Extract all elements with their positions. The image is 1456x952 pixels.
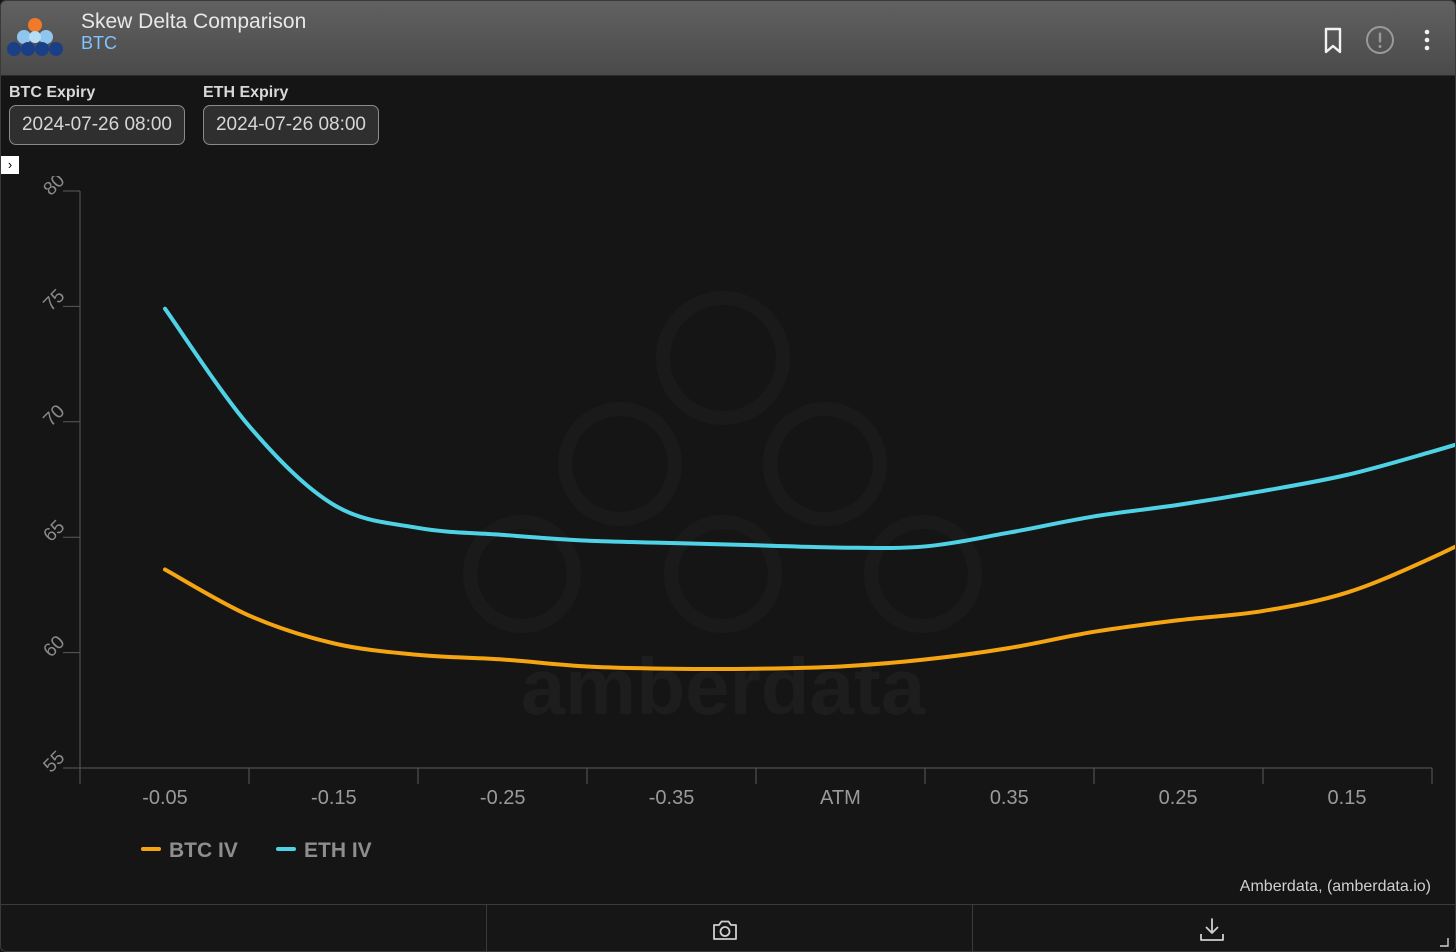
watermark-logo [463,291,982,633]
watermark-circle [656,291,790,425]
x-tick-label: 0.15 [1328,787,1367,809]
x-tick-label: ATM [820,787,861,809]
eth-expiry-label: ETH Expiry [203,84,289,101]
legend-label-eth: ETH IV [304,839,372,862]
page-subtitle: BTC [81,33,117,53]
bottom-toolbar [1,904,1455,951]
expiry-controls: BTC Expiry 2024-07-26 08:00 ETH Expiry 2… [1,79,1455,159]
legend-item-btc-iv[interactable]: BTC IV [141,839,238,863]
watermark-circle [558,402,682,526]
bottom-cell-screenshot [487,905,973,951]
x-tick-label: -0.25 [480,787,526,809]
skew-line-chart: amberdata 55 60 65 70 75 80 -0.05 -0.15 -0.25 -0.3… [40,176,1455,809]
title-bar: Skew Delta Comparison BTC [1,1,1455,76]
watermark-circle [864,515,982,633]
btc-expiry-select[interactable]: 2024-07-26 08:00 [9,105,185,145]
watermark-circle [763,402,887,526]
bottom-cell-empty [1,905,487,951]
btc-expiry-label: BTC Expiry [9,84,96,101]
watermark-circle [664,515,782,633]
y-tick-label: 55 [40,747,70,777]
x-tick-label: -0.35 [649,787,695,809]
bookmark-icon[interactable] [1318,25,1348,55]
x-tick-label: 0.35 [990,787,1029,809]
eth-expiry-select[interactable]: 2024-07-26 08:00 [203,105,379,145]
chevron-right-icon[interactable]: › [1,156,19,174]
series-line-eth-iv [163,306,1455,551]
y-tick-label: 75 [40,286,70,316]
amberdata-logo [7,18,63,56]
data-credit: Amberdata, (amberdata.io) [1239,878,1431,895]
legend-swatch-eth [276,847,296,852]
x-tick-label: -0.05 [142,787,188,809]
legend-label-btc: BTC IV [169,839,238,862]
more-vertical-icon[interactable] [1412,25,1442,55]
bottom-cell-download [973,905,1455,951]
legend-swatch-btc [141,847,161,852]
watermark-text: amberdata [521,642,926,731]
watermark-circle [463,515,581,633]
x-tick-label: -0.15 [311,787,357,809]
y-tick-label: 80 [40,176,70,200]
x-tick-label: 0.25 [1159,787,1198,809]
y-tick-label: 65 [40,516,70,546]
camera-icon[interactable] [710,915,740,945]
info-alert-icon[interactable] [1365,25,1395,55]
series-line-btc-iv [163,544,1455,672]
legend-item-eth-iv[interactable]: ETH IV [276,839,372,863]
resize-handle-icon[interactable] [1439,937,1449,947]
y-tick-label: 60 [40,632,70,662]
page-title: Skew Delta Comparison [81,10,307,33]
download-icon[interactable] [1197,915,1227,945]
y-tick-label: 70 [40,401,70,431]
